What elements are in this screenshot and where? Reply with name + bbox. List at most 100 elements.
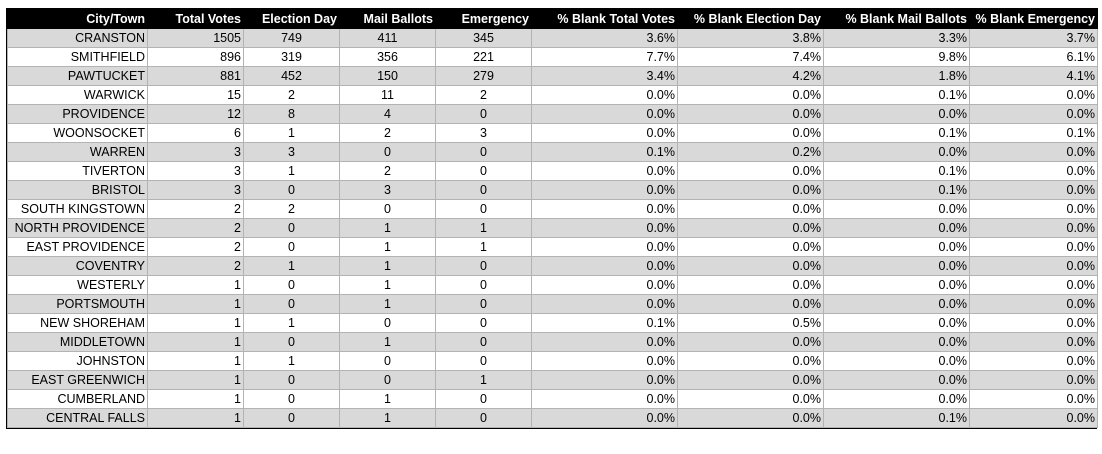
cell-total-votes[interactable]: 2 (147, 256, 244, 276)
cell-pct-blank-mail[interactable]: 0.0% (823, 389, 970, 409)
cell-city[interactable]: PORTSMOUTH (7, 294, 148, 314)
cell-pct-blank-mail[interactable]: 0.1% (823, 123, 970, 143)
cell-mail-ballots[interactable]: 1 (339, 218, 436, 238)
cell-total-votes[interactable]: 3 (147, 142, 244, 162)
cell-mail-ballots[interactable]: 1 (339, 332, 436, 352)
cell-total-votes[interactable]: 1 (147, 275, 244, 295)
cell-mail-ballots[interactable]: 0 (339, 351, 436, 371)
cell-election-day[interactable]: 1 (243, 351, 340, 371)
cell-total-votes[interactable]: 2 (147, 199, 244, 219)
cell-total-votes[interactable]: 881 (147, 66, 244, 86)
cell-pct-blank-total[interactable]: 0.0% (531, 218, 678, 238)
cell-election-day[interactable]: 319 (243, 47, 340, 67)
cell-mail-ballots[interactable]: 0 (339, 370, 436, 390)
cell-election-day[interactable]: 0 (243, 370, 340, 390)
cell-pct-blank-total[interactable]: 0.0% (531, 351, 678, 371)
cell-election-day[interactable]: 1 (243, 313, 340, 333)
cell-pct-blank-mail[interactable]: 0.0% (823, 218, 970, 238)
cell-pct-blank-election-day[interactable]: 0.0% (677, 389, 824, 409)
cell-emergency[interactable]: 221 (435, 47, 532, 67)
cell-city[interactable]: SMITHFIELD (7, 47, 148, 67)
cell-emergency[interactable]: 0 (435, 161, 532, 181)
cell-emergency[interactable]: 3 (435, 123, 532, 143)
cell-city[interactable]: CRANSTON (7, 28, 148, 48)
cell-emergency[interactable]: 0 (435, 351, 532, 371)
cell-pct-blank-election-day[interactable]: 0.0% (677, 85, 824, 105)
cell-city[interactable]: CUMBERLAND (7, 389, 148, 409)
cell-city[interactable]: PAWTUCKET (7, 66, 148, 86)
cell-pct-blank-election-day[interactable]: 0.0% (677, 408, 824, 428)
cell-mail-ballots[interactable]: 356 (339, 47, 436, 67)
cell-total-votes[interactable]: 15 (147, 85, 244, 105)
header-pct-blank-emergency[interactable]: % Blank Emergency (969, 8, 1098, 29)
cell-election-day[interactable]: 0 (243, 408, 340, 428)
cell-election-day[interactable]: 1 (243, 256, 340, 276)
cell-city[interactable]: WOONSOCKET (7, 123, 148, 143)
cell-emergency[interactable]: 0 (435, 389, 532, 409)
cell-pct-blank-election-day[interactable]: 0.0% (677, 161, 824, 181)
cell-pct-blank-election-day[interactable]: 0.0% (677, 370, 824, 390)
cell-pct-blank-mail[interactable]: 0.0% (823, 313, 970, 333)
cell-city[interactable]: MIDDLETOWN (7, 332, 148, 352)
cell-pct-blank-election-day[interactable]: 0.0% (677, 275, 824, 295)
cell-pct-blank-mail[interactable]: 0.0% (823, 351, 970, 371)
header-total-votes[interactable]: Total Votes (147, 8, 244, 29)
cell-mail-ballots[interactable]: 1 (339, 408, 436, 428)
cell-pct-blank-emergency[interactable]: 0.0% (969, 313, 1098, 333)
cell-city[interactable]: PROVIDENCE (7, 104, 148, 124)
cell-city[interactable]: WESTERLY (7, 275, 148, 295)
cell-pct-blank-emergency[interactable]: 0.0% (969, 180, 1098, 200)
cell-mail-ballots[interactable]: 1 (339, 237, 436, 257)
cell-pct-blank-mail[interactable]: 0.1% (823, 85, 970, 105)
cell-election-day[interactable]: 749 (243, 28, 340, 48)
cell-election-day[interactable]: 0 (243, 237, 340, 257)
cell-pct-blank-emergency[interactable]: 0.0% (969, 161, 1098, 181)
cell-total-votes[interactable]: 1 (147, 351, 244, 371)
cell-pct-blank-total[interactable]: 0.1% (531, 313, 678, 333)
cell-pct-blank-emergency[interactable]: 0.1% (969, 123, 1098, 143)
cell-mail-ballots[interactable]: 1 (339, 294, 436, 314)
cell-pct-blank-emergency[interactable]: 0.0% (969, 142, 1098, 162)
cell-emergency[interactable]: 1 (435, 237, 532, 257)
cell-election-day[interactable]: 0 (243, 294, 340, 314)
cell-total-votes[interactable]: 6 (147, 123, 244, 143)
cell-election-day[interactable]: 0 (243, 332, 340, 352)
cell-total-votes[interactable]: 1 (147, 332, 244, 352)
header-pct-blank-mail[interactable]: % Blank Mail Ballots (823, 8, 970, 29)
cell-pct-blank-election-day[interactable]: 0.0% (677, 332, 824, 352)
cell-mail-ballots[interactable]: 0 (339, 142, 436, 162)
cell-emergency[interactable]: 0 (435, 199, 532, 219)
cell-mail-ballots[interactable]: 1 (339, 275, 436, 295)
header-mail-ballots[interactable]: Mail Ballots (339, 8, 436, 29)
cell-pct-blank-mail[interactable]: 0.0% (823, 237, 970, 257)
cell-pct-blank-election-day[interactable]: 7.4% (677, 47, 824, 67)
cell-pct-blank-emergency[interactable]: 0.0% (969, 237, 1098, 257)
header-election-day[interactable]: Election Day (243, 8, 340, 29)
cell-pct-blank-total[interactable]: 0.0% (531, 199, 678, 219)
cell-pct-blank-emergency[interactable]: 0.0% (969, 294, 1098, 314)
cell-pct-blank-emergency[interactable]: 0.0% (969, 85, 1098, 105)
cell-election-day[interactable]: 0 (243, 180, 340, 200)
cell-total-votes[interactable]: 3 (147, 161, 244, 181)
cell-city[interactable]: EAST PROVIDENCE (7, 237, 148, 257)
cell-pct-blank-election-day[interactable]: 0.0% (677, 294, 824, 314)
cell-mail-ballots[interactable]: 1 (339, 389, 436, 409)
cell-total-votes[interactable]: 896 (147, 47, 244, 67)
cell-pct-blank-total[interactable]: 3.4% (531, 66, 678, 86)
header-pct-blank-total[interactable]: % Blank Total Votes (531, 8, 678, 29)
cell-pct-blank-total[interactable]: 0.0% (531, 85, 678, 105)
cell-pct-blank-election-day[interactable]: 0.5% (677, 313, 824, 333)
cell-mail-ballots[interactable]: 411 (339, 28, 436, 48)
cell-pct-blank-total[interactable]: 0.0% (531, 256, 678, 276)
cell-election-day[interactable]: 452 (243, 66, 340, 86)
cell-emergency[interactable]: 345 (435, 28, 532, 48)
cell-pct-blank-total[interactable]: 0.0% (531, 237, 678, 257)
cell-pct-blank-mail[interactable]: 0.1% (823, 408, 970, 428)
cell-pct-blank-mail[interactable]: 0.0% (823, 275, 970, 295)
cell-pct-blank-election-day[interactable]: 0.0% (677, 199, 824, 219)
cell-pct-blank-mail[interactable]: 0.0% (823, 199, 970, 219)
cell-mail-ballots[interactable]: 0 (339, 199, 436, 219)
cell-mail-ballots[interactable]: 4 (339, 104, 436, 124)
cell-emergency[interactable]: 0 (435, 180, 532, 200)
header-pct-blank-election-day[interactable]: % Blank Election Day (677, 8, 824, 29)
